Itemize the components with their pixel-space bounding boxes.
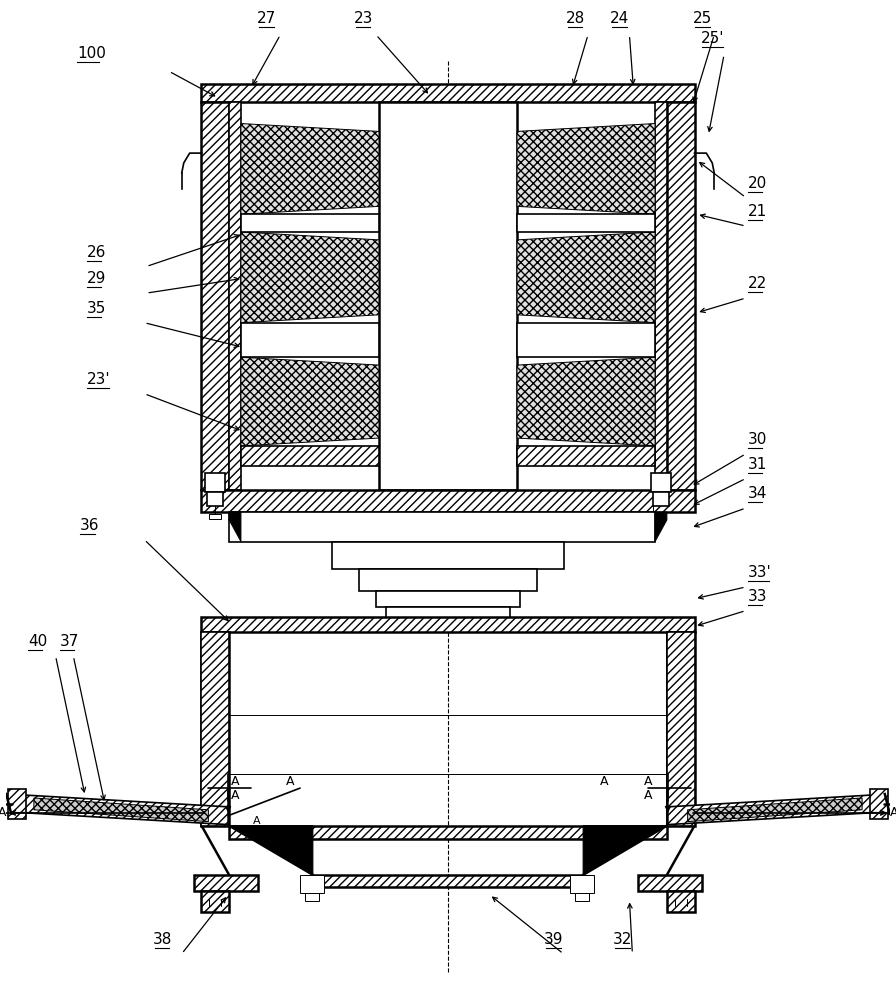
Text: $\alpha$: $\alpha$	[269, 830, 280, 845]
Bar	[667, 102, 694, 490]
Text: 34: 34	[748, 486, 767, 501]
Text: A: A	[599, 775, 608, 788]
Bar	[300, 875, 323, 893]
Bar	[575, 893, 589, 901]
Bar	[379, 102, 517, 490]
Bar	[386, 607, 510, 619]
Bar	[305, 893, 319, 901]
Polygon shape	[202, 632, 229, 826]
Text: 26: 26	[87, 245, 107, 260]
Text: 24: 24	[610, 11, 629, 26]
Bar	[229, 512, 655, 542]
Bar	[667, 891, 694, 912]
Text: 100: 100	[77, 46, 106, 61]
Bar	[241, 323, 379, 357]
Text: 23: 23	[354, 11, 373, 26]
Bar	[241, 446, 379, 466]
Text: 25: 25	[693, 11, 712, 26]
Text: A: A	[643, 789, 652, 802]
Bar	[332, 542, 564, 569]
Text: 27: 27	[257, 11, 276, 26]
Text: 33': 33'	[748, 565, 771, 580]
Bar	[8, 789, 26, 819]
Bar	[194, 875, 258, 891]
Text: 21: 21	[748, 204, 767, 219]
Polygon shape	[241, 357, 379, 446]
Text: A: A	[890, 806, 896, 819]
Text: 30: 30	[748, 432, 767, 447]
Text: 40: 40	[28, 634, 47, 649]
Text: 35: 35	[87, 301, 107, 316]
Polygon shape	[34, 798, 209, 822]
Text: A: A	[231, 789, 239, 802]
Polygon shape	[517, 357, 655, 446]
Polygon shape	[687, 798, 862, 822]
Bar	[517, 323, 655, 357]
Text: 29: 29	[87, 271, 107, 286]
Bar	[570, 875, 594, 893]
Bar	[517, 214, 655, 232]
Text: A: A	[643, 775, 652, 788]
Bar	[313, 875, 583, 887]
Text: 32: 32	[613, 932, 633, 947]
Bar	[376, 591, 520, 607]
Bar	[647, 514, 659, 519]
Polygon shape	[229, 826, 313, 875]
Text: 39: 39	[544, 932, 564, 947]
Bar	[638, 875, 702, 891]
Polygon shape	[655, 512, 667, 542]
Polygon shape	[241, 124, 379, 214]
Text: 22: 22	[748, 276, 767, 291]
Text: 23': 23'	[87, 372, 111, 387]
Polygon shape	[667, 632, 694, 826]
Bar	[517, 446, 655, 466]
Bar	[202, 102, 229, 490]
Bar	[202, 617, 694, 632]
Bar	[202, 84, 694, 102]
Text: A: A	[0, 806, 6, 819]
Bar	[667, 632, 694, 826]
Text: 38: 38	[152, 932, 172, 947]
Polygon shape	[517, 124, 655, 214]
Text: 33: 33	[748, 589, 767, 604]
Bar	[359, 569, 537, 591]
Text: 37: 37	[59, 634, 79, 649]
Bar	[870, 789, 888, 819]
Bar	[205, 473, 225, 492]
Bar	[241, 214, 379, 232]
Polygon shape	[241, 232, 379, 323]
Polygon shape	[517, 232, 655, 323]
Text: 31: 31	[748, 457, 767, 472]
Bar	[651, 473, 671, 492]
Text: A: A	[231, 775, 239, 788]
Bar	[202, 632, 229, 826]
Text: 25': 25'	[701, 31, 724, 46]
Bar	[655, 102, 667, 490]
Polygon shape	[583, 826, 667, 875]
Polygon shape	[24, 795, 228, 825]
Bar	[653, 492, 669, 506]
Polygon shape	[668, 795, 872, 825]
Bar	[207, 492, 223, 506]
Bar	[202, 490, 694, 512]
Text: 20: 20	[748, 176, 767, 191]
Text: 28: 28	[565, 11, 585, 26]
Bar	[210, 514, 221, 519]
Polygon shape	[229, 512, 241, 542]
Bar	[229, 826, 667, 839]
Text: 36: 36	[81, 518, 99, 533]
Text: A: A	[253, 816, 261, 826]
Text: A: A	[286, 775, 295, 788]
Bar	[229, 102, 241, 490]
Bar	[202, 891, 229, 912]
